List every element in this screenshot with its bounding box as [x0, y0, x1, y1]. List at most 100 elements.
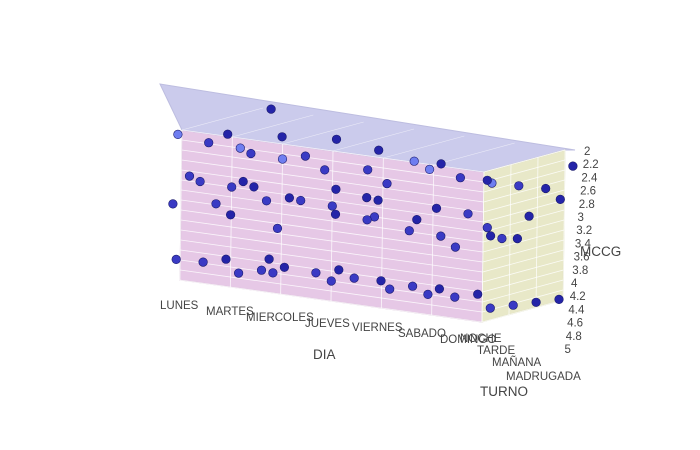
data-point — [264, 254, 274, 264]
data-point — [331, 134, 342, 144]
gridline-z-side — [483, 159, 565, 183]
data-point — [363, 165, 373, 175]
z-tick-label: 2.4 — [581, 172, 598, 184]
gridline-x-floor — [282, 121, 364, 145]
z-axis-ticks: 22.22.4 2.62.833.23.4 3.63.844.24.4 4.64.85 — [565, 146, 599, 356]
data-point — [376, 276, 386, 286]
z-tick-label: 4 — [571, 278, 578, 290]
data-point — [268, 268, 278, 278]
gridline-z-side — [482, 239, 564, 263]
z-tick-label: 3.4 — [575, 238, 592, 250]
data-point — [168, 199, 178, 209]
data-point — [455, 173, 466, 183]
data-point — [171, 254, 181, 264]
y-tick-label: MADRUGADA — [506, 371, 581, 383]
z-axis-title: MCCG — [580, 244, 621, 259]
data-point — [226, 210, 236, 220]
data-point — [300, 151, 311, 161]
data-point — [436, 159, 446, 169]
data-point — [431, 203, 442, 213]
data-point — [362, 215, 372, 225]
data-point — [423, 289, 433, 300]
gridline-z-side — [483, 189, 565, 213]
gridline-z-side — [482, 279, 564, 303]
z-tick-label: 3.2 — [576, 225, 592, 237]
data-point — [311, 268, 321, 278]
x-tick-label: DOMINGO — [440, 334, 496, 346]
data-point — [221, 254, 231, 264]
data-point — [485, 303, 495, 313]
z-tick-label: 2.8 — [579, 199, 595, 211]
data-point — [482, 223, 492, 233]
gridline-y — [508, 164, 512, 315]
z-tick-label: 2 — [584, 146, 590, 158]
data-point — [541, 183, 551, 194]
z-tick-label: 3.8 — [572, 265, 588, 277]
gridline-z-side — [483, 179, 565, 203]
gridline-y — [481, 171, 485, 323]
data-point — [482, 175, 492, 185]
data-point — [436, 231, 446, 241]
z-tick-label: 2.2 — [583, 159, 599, 171]
data-point — [296, 195, 306, 206]
data-point — [512, 234, 523, 244]
gridline-z-side — [483, 199, 565, 223]
data-point — [238, 176, 248, 187]
data-point — [362, 193, 372, 203]
gridline-y — [535, 157, 539, 308]
data-point — [434, 284, 445, 294]
z-tick-label: 4.2 — [570, 291, 586, 303]
data-point — [524, 211, 534, 221]
z-tick-label: 2.6 — [580, 186, 596, 198]
data-point — [349, 273, 359, 283]
data-point — [277, 154, 288, 164]
z-tick-label: 3 — [578, 212, 584, 224]
gridline-z-side — [482, 269, 564, 293]
data-point — [374, 145, 384, 155]
data-point — [473, 289, 483, 299]
z-tick-label: 4.4 — [568, 304, 585, 316]
gridline-x-floor — [232, 114, 314, 138]
gridline-z-side — [483, 209, 565, 233]
data-point — [327, 201, 337, 211]
gridline-y — [562, 149, 566, 301]
data-point — [408, 281, 418, 291]
y-tick-label: NOCHE — [460, 333, 502, 345]
gridline-x-floor — [433, 142, 515, 166]
gridline-x — [431, 164, 435, 316]
gridline-z-side — [482, 249, 564, 273]
data-point — [173, 129, 183, 139]
gridline-z-side — [482, 219, 565, 243]
data-point — [272, 223, 283, 233]
x-tick-label: JUEVES — [305, 318, 350, 330]
gridline-x — [330, 150, 334, 302]
x-tick-label: MIERCOLES — [246, 312, 314, 324]
data-point — [284, 193, 295, 203]
data-point — [211, 199, 221, 209]
gridline-x-floor — [383, 135, 465, 159]
data-point — [425, 164, 435, 174]
data-point — [555, 194, 565, 204]
data-point — [385, 284, 395, 294]
gridline-z-side — [482, 229, 565, 253]
data-point — [204, 138, 214, 148]
y-tick-label: TARDE — [477, 345, 515, 357]
x-tick-label: MARTES — [206, 306, 254, 318]
x-axis-title: DIA — [313, 347, 336, 362]
z-tick-label: 3.6 — [574, 252, 590, 264]
data-point — [249, 182, 259, 192]
x-tick-label: LUNES — [160, 300, 199, 312]
data-point — [497, 233, 507, 244]
z-tick-label: 4.8 — [566, 331, 582, 343]
data-points — [168, 104, 578, 313]
data-point — [320, 165, 330, 175]
gridline-x-floor — [483, 149, 566, 173]
data-point — [568, 161, 578, 171]
data-point — [235, 143, 245, 153]
data-point — [227, 182, 237, 192]
data-point — [326, 276, 336, 286]
y-tick-label: MAÑANA — [492, 356, 542, 369]
